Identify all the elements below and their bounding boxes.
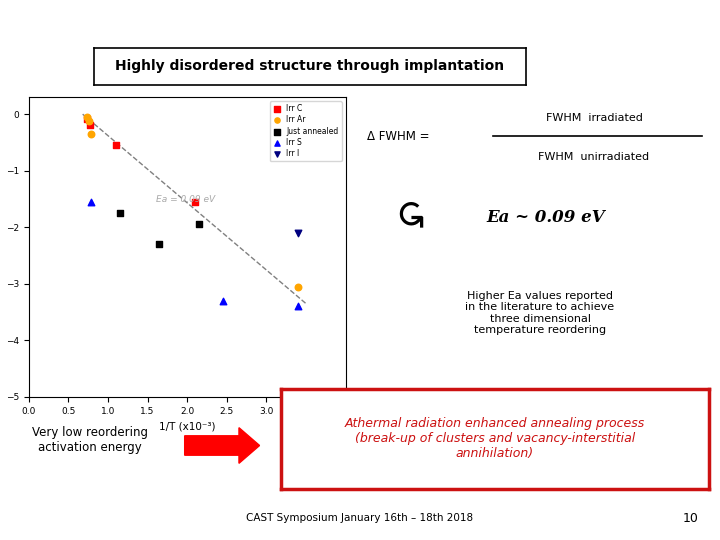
Text: Δ FWHM =: Δ FWHM = (367, 130, 430, 143)
Irr C (81, 114, 93, 123)
Irr S (217, 296, 229, 305)
FancyArrow shape (184, 428, 260, 463)
Legend: Irr C, Irr Ar, Just annealed, Irr S, Irr I: Irr C, Irr Ar, Just annealed, Irr S, Irr… (270, 101, 342, 161)
Text: Very low reordering
activation energy: Very low reordering activation energy (32, 426, 148, 454)
Irr S (292, 302, 304, 310)
Text: 10: 10 (683, 511, 698, 525)
Text: Ea ~ 0.09 eV: Ea ~ 0.09 eV (486, 208, 605, 226)
Irr C (84, 121, 96, 130)
Irr Ar (84, 117, 95, 125)
Irr S (85, 198, 96, 206)
X-axis label: 1/T (x10⁻³): 1/T (x10⁻³) (159, 421, 215, 431)
Text: FWHM  irradiated: FWHM irradiated (546, 113, 642, 123)
Text: Reordering process: Reordering process (253, 10, 467, 30)
Just annealed (193, 220, 204, 229)
Just annealed (114, 209, 125, 218)
Text: Highly disordered structure through implantation: Highly disordered structure through impl… (115, 59, 504, 73)
Irr C (189, 198, 201, 206)
Text: ↺: ↺ (384, 201, 422, 233)
Irr Ar (292, 282, 304, 291)
Text: CAST Symposium January 16th – 18th 2018: CAST Symposium January 16th – 18th 2018 (246, 513, 474, 523)
Irr Ar (85, 130, 96, 138)
Irr Ar (81, 113, 92, 122)
Text: Higher Ea values reported
in the literature to achieve
three dimensional
tempera: Higher Ea values reported in the literat… (465, 291, 615, 335)
Irr C (110, 141, 122, 150)
Text: FWHM  unirradiated: FWHM unirradiated (539, 152, 649, 162)
Text: Ea = 0.09 eV: Ea = 0.09 eV (156, 195, 215, 204)
Irr I (292, 228, 304, 237)
Text: Athermal radiation enhanced annealing process
(break-up of clusters and vacancy-: Athermal radiation enhanced annealing pr… (345, 417, 645, 460)
Just annealed (154, 240, 166, 248)
